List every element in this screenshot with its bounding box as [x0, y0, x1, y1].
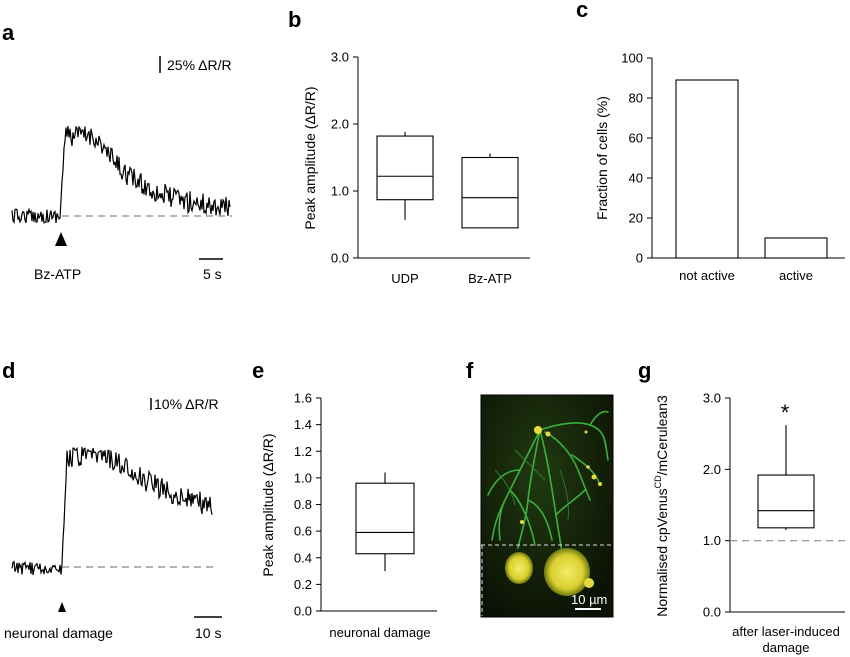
- e-y-tick-label: 0.8: [294, 497, 312, 512]
- panel-g-label: g: [638, 358, 651, 383]
- e-y-tick-label: 1.6: [294, 391, 312, 406]
- c-y-tick-label: 0: [636, 251, 643, 266]
- a-scale-bar-x-label: 5 s: [203, 266, 222, 282]
- a-stimulus-label: Bz-ATP: [34, 266, 81, 282]
- e-y-tick-label: 0.6: [294, 524, 312, 539]
- b-y-tick-label: 3.0: [331, 50, 349, 65]
- panel-b-label: b: [288, 7, 301, 32]
- a-trace: [11, 125, 231, 225]
- b-y-axis-label: Peak amplitude (ΔR/R): [302, 86, 318, 229]
- panel-f-label: f: [466, 358, 474, 383]
- e-y-tick-label: 1.0: [294, 470, 312, 485]
- panel-c-label: c: [576, 0, 588, 22]
- d-stimulus-arrow-icon: [58, 602, 66, 612]
- g-box: [757, 474, 815, 529]
- e-y-tick-label: 0.0: [294, 604, 312, 619]
- panel-b: b 0.0 1.0 2.0 3.0 Peak amplitude (ΔR/R) UDP…: [288, 7, 530, 286]
- e-y-tick-label: 0.4: [294, 550, 312, 565]
- microscopy-image: [480, 394, 614, 618]
- panel-a-label: a: [2, 20, 15, 45]
- panel-e: e 0.0 0.2 0.4 0.6 0.8 1.0 1.2 1.4 1.6 Peak ampli…: [252, 358, 437, 640]
- f-scale-bar-label: 10 µm: [571, 592, 607, 607]
- g-significance-marker: *: [781, 400, 790, 425]
- d-scale-bar-x-label: 10 s: [195, 625, 221, 641]
- a-stimulus-arrow-icon: [55, 232, 67, 246]
- c-y-tick-label: 80: [629, 91, 643, 106]
- a-scale-bar-y-label: 25% ΔR/R: [167, 57, 232, 73]
- d-trace: [11, 446, 213, 576]
- g-x-tick-label: after laser-induced: [732, 624, 840, 639]
- e-y-tick-label: 1.4: [294, 417, 312, 432]
- panel-d-label: d: [2, 358, 15, 383]
- d-stimulus-label: neuronal damage: [4, 625, 113, 641]
- panel-g: g 0.0 1.0 2.0 3.0 Normalised cpVenusCD/mCer…: [638, 358, 845, 655]
- c-y-tick-label: 20: [629, 211, 643, 226]
- b-y-tick-label: 0.0: [331, 251, 349, 266]
- b-box: [376, 135, 434, 201]
- c-y-tick-label: 60: [629, 131, 643, 146]
- c-y-tick-label: 100: [621, 51, 643, 66]
- e-y-axis-label: Peak amplitude (ΔR/R): [260, 433, 276, 576]
- panel-a: a 25% ΔR/R Bz-ATP 5 s: [2, 20, 232, 282]
- b-x-tick-label: UDP: [391, 271, 418, 286]
- c-y-axis-label: Fraction of cells (%): [594, 96, 610, 220]
- b-box: [461, 156, 519, 229]
- g-x-tick-label: damage: [763, 640, 810, 655]
- panel-e-label: e: [252, 358, 264, 383]
- g-y-tick-label: 3.0: [703, 391, 721, 406]
- c-x-tick-label: not active: [679, 268, 735, 283]
- g-y-tick-label: 1.0: [703, 533, 721, 548]
- g-y-axis-label: Normalised cpVenusCD/mCerulean3: [653, 395, 670, 617]
- c-y-tick-label: 40: [629, 171, 643, 186]
- c-bar: [675, 79, 739, 259]
- g-y-tick-label: 0.0: [703, 605, 721, 620]
- g-y-tick-label: 2.0: [703, 462, 721, 477]
- c-bar: [764, 237, 828, 259]
- panel-f: f: [466, 358, 614, 618]
- e-y-tick-label: 0.2: [294, 577, 312, 592]
- panel-c: c 0 20 40 60 80 100 Fraction of cells (%) not…: [576, 0, 845, 283]
- e-y-tick-label: 1.2: [294, 444, 312, 459]
- e-x-tick-label: neuronal damage: [329, 625, 430, 640]
- e-box: [355, 482, 415, 555]
- d-scale-bar-y-label: 10% ΔR/R: [154, 396, 219, 412]
- b-y-tick-label: 1.0: [331, 184, 349, 199]
- c-x-tick-label: active: [779, 268, 813, 283]
- b-y-tick-label: 2.0: [331, 117, 349, 132]
- b-x-tick-label: Bz-ATP: [468, 271, 512, 286]
- panel-d: d 10% ΔR/R neuronal damage 10 s: [2, 358, 222, 641]
